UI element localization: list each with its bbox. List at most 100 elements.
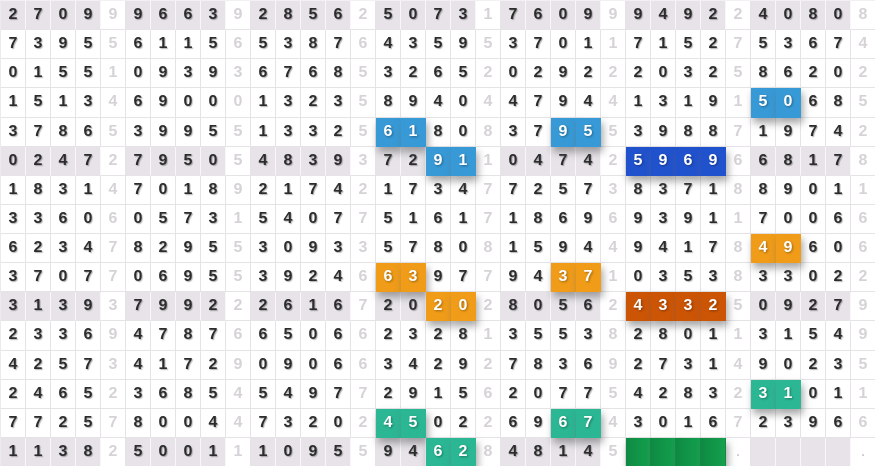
digit-cell: 3 xyxy=(1,263,26,293)
digit-cell: 6 xyxy=(351,321,376,351)
digit-cell: 9 xyxy=(176,117,201,147)
digit-cell: 8 xyxy=(276,1,301,31)
digit-cell: 3 xyxy=(751,321,776,351)
digit-cell: 6 xyxy=(701,408,726,438)
digit-cell: 2 xyxy=(376,292,401,322)
digit-cell: 9 xyxy=(301,234,326,264)
digit-cell: 8 xyxy=(851,1,875,31)
digit-cell: 0 xyxy=(151,408,176,438)
digit-cell: 2 xyxy=(151,234,176,264)
digit-cell: 0 xyxy=(776,1,801,31)
digit-cell: 5 xyxy=(526,321,551,351)
digit-cell: 3 xyxy=(626,408,651,438)
digit-cell: 1 xyxy=(726,321,751,351)
digit-cell: 3 xyxy=(826,350,851,380)
digit-cell: 3 xyxy=(201,204,226,234)
digit-cell: 9 xyxy=(451,350,476,380)
digit-cell: 7 xyxy=(801,117,826,147)
digit-cell: 2 xyxy=(701,30,726,60)
digit-cell: 2 xyxy=(201,350,226,380)
digit-cell: 5 xyxy=(201,30,226,60)
digit-cell: 7 xyxy=(726,117,751,147)
digit-cell: 6 xyxy=(51,204,76,234)
digit-cell: 3 xyxy=(51,292,76,322)
digit-cell: 1 xyxy=(201,437,226,466)
digit-cell: 2 xyxy=(501,379,526,409)
digit-cell: 3 xyxy=(326,88,351,118)
digit-cell: 9 xyxy=(551,59,576,89)
digit-cell: 9 xyxy=(851,292,875,322)
digit-cell: 4 xyxy=(326,175,351,205)
digit-cell: 3 xyxy=(276,408,301,438)
digit-cell: 4 xyxy=(826,321,851,351)
digit-cell: 6 xyxy=(176,1,201,31)
digit-cell: 6 xyxy=(326,292,351,322)
digit-cell: 6 xyxy=(51,379,76,409)
digit-cell: 2 xyxy=(601,146,626,176)
digit-cell: 9 xyxy=(576,204,601,234)
digit-cell: 7 xyxy=(451,263,476,293)
highlighted-digit-cell: 9 xyxy=(651,146,676,176)
highlighted-digit-cell: 2 xyxy=(451,437,476,466)
highlighted-digit-cell: 6 xyxy=(376,263,401,293)
digit-cell: 8 xyxy=(726,263,751,293)
highlighted-digit-cell: 4 xyxy=(626,292,651,322)
digit-cell: 6 xyxy=(476,379,501,409)
digit-cell: 3 xyxy=(351,146,376,176)
digit-cell: 2 xyxy=(101,146,126,176)
digit-cell: 3 xyxy=(501,117,526,147)
digit-cell: 0 xyxy=(301,321,326,351)
digit-cell: 0 xyxy=(76,204,101,234)
digit-cell: 0 xyxy=(501,59,526,89)
digit-cell: 6 xyxy=(826,408,851,438)
pending-draw-cell xyxy=(626,437,651,466)
digit-cell: 7 xyxy=(501,1,526,31)
digit-cell: 3 xyxy=(126,117,151,147)
digit-cell: 4 xyxy=(576,437,601,466)
digit-cell: 2 xyxy=(476,59,501,89)
digit-cell: 1 xyxy=(601,263,626,293)
digit-cell: 4 xyxy=(751,1,776,31)
digit-cell: 2 xyxy=(1,1,26,31)
digit-cell: 3 xyxy=(376,350,401,380)
digit-cell: 9 xyxy=(551,234,576,264)
digit-cell: 8 xyxy=(176,321,201,351)
pending-draw-cell xyxy=(676,437,701,466)
digit-cell: 9 xyxy=(301,379,326,409)
digit-cell: 2 xyxy=(1,321,26,351)
digit-cell: 1 xyxy=(726,204,751,234)
digit-cell: 6 xyxy=(351,30,376,60)
digit-cell: 0 xyxy=(826,59,851,89)
digit-cell: 3 xyxy=(676,59,701,89)
digit-cell: 6 xyxy=(526,1,551,31)
digit-cell: 9 xyxy=(776,117,801,147)
digit-cell: 7 xyxy=(101,263,126,293)
digit-cell: 8 xyxy=(176,379,201,409)
digit-cell: 1 xyxy=(301,292,326,322)
digit-cell: 4 xyxy=(501,88,526,118)
digit-cell: 8 xyxy=(726,234,751,264)
digit-cell: 0 xyxy=(826,1,851,31)
digit-cell: 6 xyxy=(76,117,101,147)
digit-cell: 3 xyxy=(276,88,301,118)
digit-cell: 8 xyxy=(76,437,101,466)
digit-cell: 6 xyxy=(551,204,576,234)
digit-cell: 4 xyxy=(626,379,651,409)
digit-cell: 4 xyxy=(101,88,126,118)
digit-cell: 3 xyxy=(601,175,626,205)
digit-cell: 4 xyxy=(851,30,875,60)
digit-cell: 2 xyxy=(251,1,276,31)
digit-cell: 1 xyxy=(676,408,701,438)
digit-cell: 3 xyxy=(101,350,126,380)
digit-cell: 7 xyxy=(551,379,576,409)
digit-cell: 0 xyxy=(551,1,576,31)
digit-cell: 0 xyxy=(226,88,251,118)
digit-cell: 5 xyxy=(551,292,576,322)
digit-cell: 2 xyxy=(726,1,751,31)
digit-cell: 7 xyxy=(726,30,751,60)
digit-cell: 7 xyxy=(176,350,201,380)
digit-cell: 4 xyxy=(226,408,251,438)
digit-cell: 7 xyxy=(326,379,351,409)
digit-cell: 4 xyxy=(101,175,126,205)
